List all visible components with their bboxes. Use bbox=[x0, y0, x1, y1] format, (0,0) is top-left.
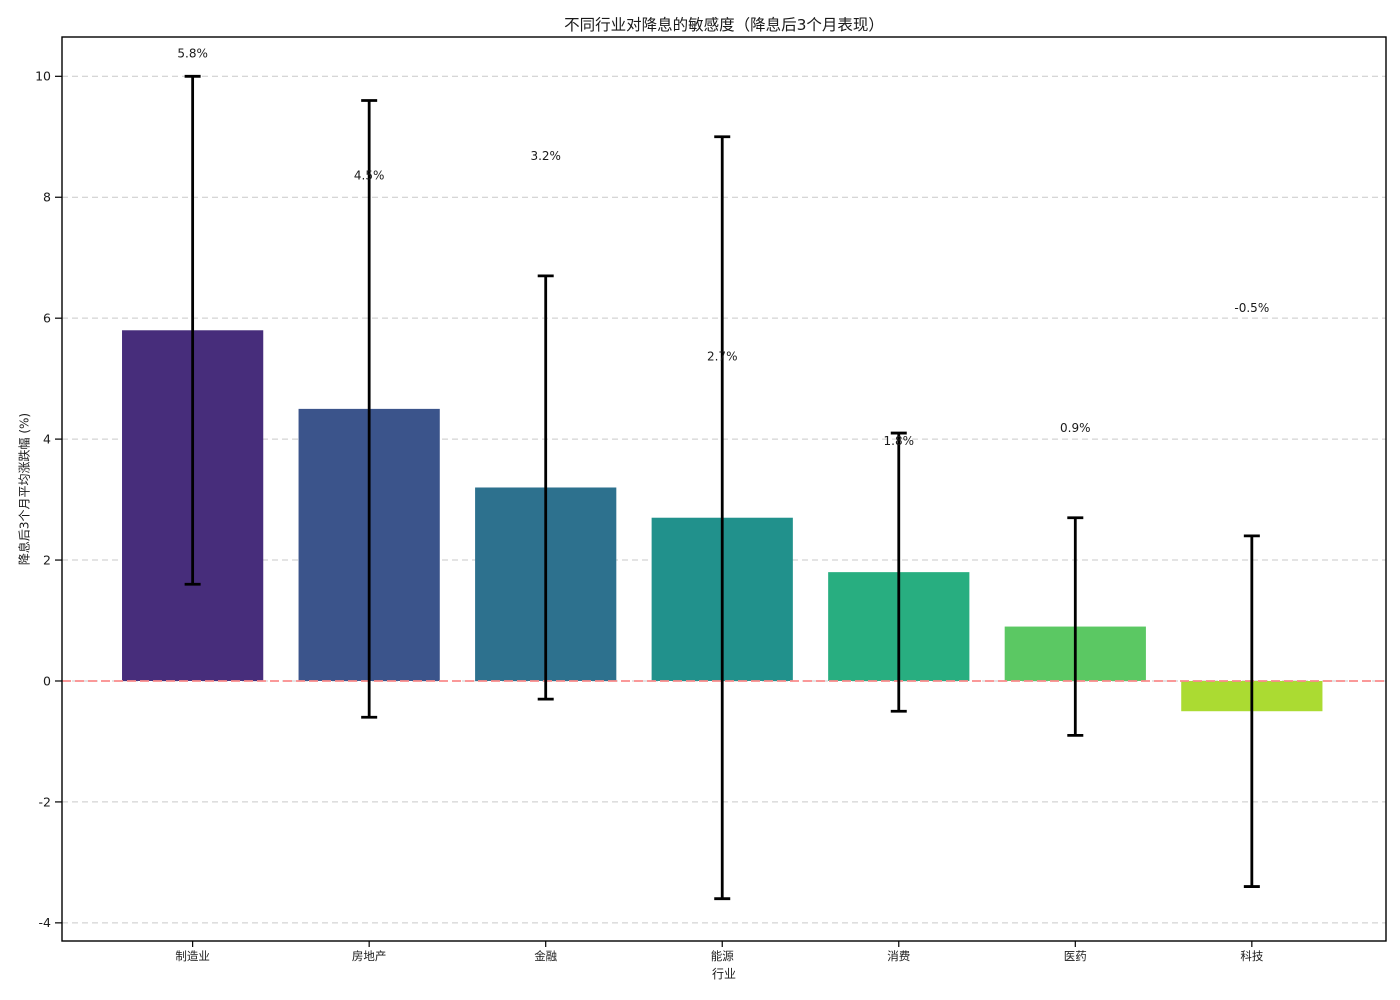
x-category-label: 消费 bbox=[887, 949, 910, 963]
y-tick-label: 10 bbox=[35, 69, 51, 84]
x-category-label: 金融 bbox=[534, 949, 557, 963]
y-tick-label: 8 bbox=[43, 190, 51, 205]
y-tick-label: 0 bbox=[43, 673, 51, 688]
x-category-label: 科技 bbox=[1240, 949, 1263, 963]
x-category-label: 能源 bbox=[711, 949, 734, 963]
y-tick-label: 6 bbox=[43, 311, 51, 326]
value-label: -0.5% bbox=[1234, 301, 1269, 315]
y-tick-label: 2 bbox=[43, 552, 51, 567]
x-category-label: 房地产 bbox=[352, 949, 387, 963]
x-category-label: 制造业 bbox=[175, 949, 210, 963]
y-tick-label: 4 bbox=[43, 431, 51, 446]
chart-title: 不同行业对降息的敏感度（降息后3个月表现） bbox=[564, 16, 884, 34]
y-tick-label: -2 bbox=[39, 794, 51, 809]
plot-border bbox=[61, 36, 1387, 942]
value-label: 1.8% bbox=[884, 434, 915, 448]
value-label: 2.7% bbox=[707, 349, 738, 363]
x-category-label: 医药 bbox=[1064, 949, 1087, 963]
y-tick-label: -4 bbox=[39, 915, 52, 930]
value-label: 0.9% bbox=[1060, 421, 1091, 435]
value-label: 4.5% bbox=[354, 168, 385, 182]
value-label: 3.2% bbox=[530, 149, 561, 163]
value-label: 5.8% bbox=[177, 46, 208, 60]
x-axis-label: 行业 bbox=[711, 967, 736, 981]
